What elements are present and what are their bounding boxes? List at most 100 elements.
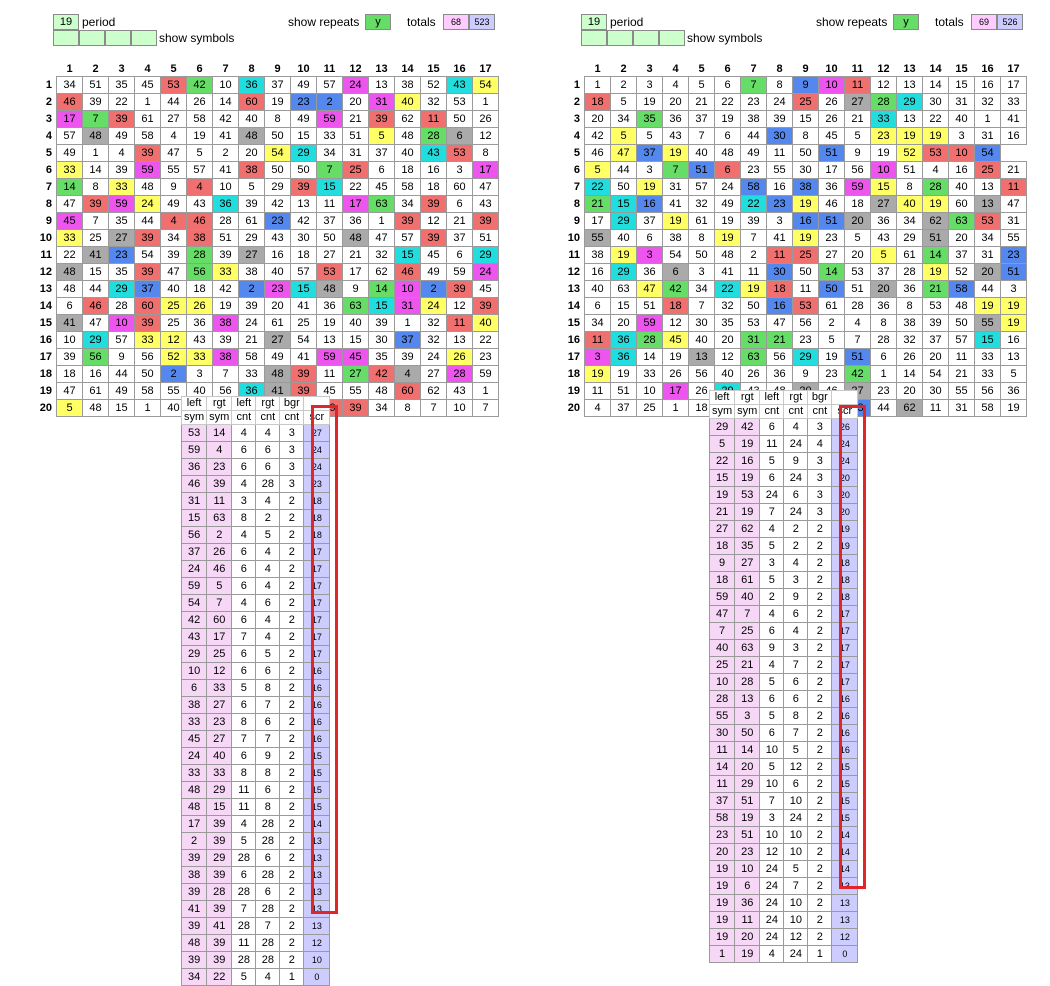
grid-cell[interactable]: 49	[108, 382, 135, 400]
grid-cell[interactable]: 39	[212, 246, 239, 264]
score-cell[interactable]: 13	[303, 832, 331, 850]
grid-cell[interactable]: 11	[766, 144, 793, 162]
score-cell[interactable]: 6	[231, 611, 257, 629]
score-cell[interactable]: 3	[231, 492, 257, 510]
grid-cell[interactable]: 56	[792, 314, 819, 332]
score-cell[interactable]: 6	[255, 849, 281, 867]
score-cell[interactable]: 2	[783, 520, 809, 538]
grid-cell[interactable]: 50	[792, 144, 819, 162]
score-cell[interactable]: 33	[206, 679, 233, 697]
grid-cell[interactable]: 62	[420, 382, 447, 400]
grid-cell[interactable]: 37	[394, 331, 421, 349]
grid-cell[interactable]: 20	[714, 331, 741, 349]
score-cell[interactable]: 3	[807, 418, 833, 436]
grid-cell[interactable]: 18	[420, 178, 447, 196]
period-value[interactable]: 19	[53, 14, 79, 30]
score-cell[interactable]: 24	[759, 860, 785, 878]
grid-cell[interactable]: 35	[108, 263, 135, 281]
grid-cell[interactable]: 39	[446, 280, 473, 298]
score-cell[interactable]: 2	[206, 526, 233, 544]
grid-cell[interactable]: 14	[82, 161, 109, 179]
score-cell[interactable]: 19	[708, 486, 736, 504]
grid-cell[interactable]: 27	[420, 365, 447, 383]
score-cell[interactable]: 26	[831, 418, 859, 436]
grid-cell[interactable]: 30	[792, 161, 819, 179]
score-cell[interactable]: 40	[708, 639, 736, 657]
score-cell[interactable]: 18	[303, 492, 331, 510]
score-cell[interactable]: 19	[734, 503, 761, 521]
score-cell[interactable]: 16	[303, 662, 331, 680]
score-cell[interactable]: 4	[231, 815, 257, 833]
score-cell[interactable]: 3	[759, 809, 785, 827]
score-cell[interactable]: 13	[831, 877, 859, 895]
grid-cell[interactable]: 47	[636, 280, 663, 298]
score-cell[interactable]: 17	[303, 594, 331, 612]
grid-cell[interactable]: 39	[160, 246, 187, 264]
grid-cell[interactable]: 3	[446, 161, 473, 179]
score-cell[interactable]: 47	[708, 605, 736, 623]
score-cell[interactable]: 24	[783, 435, 809, 453]
grid-cell[interactable]: 18	[688, 399, 715, 417]
grid-cell[interactable]: 34	[974, 229, 1001, 247]
grid-cell[interactable]: 57	[316, 76, 343, 94]
grid-cell[interactable]: 4	[662, 76, 689, 94]
grid-cell[interactable]: 33	[636, 365, 663, 383]
score-cell[interactable]: 15	[831, 775, 859, 793]
score-cell[interactable]: 24	[180, 747, 208, 765]
score-cell[interactable]: 39	[206, 900, 233, 918]
grid-cell[interactable]: 50	[446, 110, 473, 128]
grid-cell[interactable]: 15	[290, 280, 317, 298]
grid-cell[interactable]: 47	[368, 229, 395, 247]
score-cell[interactable]: 2	[807, 877, 833, 895]
score-cell[interactable]: 31	[180, 492, 208, 510]
grid-cell[interactable]: 38	[212, 348, 239, 366]
score-cell[interactable]: 3	[783, 571, 809, 589]
score-cell[interactable]: 5	[255, 526, 281, 544]
grid-cell[interactable]: 51	[1000, 263, 1027, 281]
grid-cell[interactable]: 20	[922, 348, 949, 366]
grid-cell[interactable]: 19	[740, 280, 767, 298]
grid-cell[interactable]: 11	[766, 246, 793, 264]
score-cell[interactable]: 24	[303, 458, 331, 476]
grid-cell[interactable]: 19	[610, 246, 637, 264]
grid-cell[interactable]: 32	[714, 297, 741, 315]
score-cell[interactable]: 13	[831, 894, 859, 912]
grid-cell[interactable]: 23	[818, 229, 845, 247]
score-cell[interactable]: 34	[180, 968, 208, 986]
grid-cell[interactable]: 22	[108, 93, 135, 111]
grid-cell[interactable]: 43	[870, 229, 897, 247]
score-cell[interactable]: 2	[807, 775, 833, 793]
grid-cell[interactable]: 49	[56, 144, 83, 162]
score-cell[interactable]: 7	[708, 622, 736, 640]
grid-cell[interactable]: 33	[212, 263, 239, 281]
grid-cell[interactable]: 63	[740, 348, 767, 366]
score-cell[interactable]: 15	[708, 469, 736, 487]
grid-cell[interactable]: 18	[56, 365, 83, 383]
grid-cell[interactable]: 10	[446, 399, 473, 417]
grid-cell[interactable]: 11	[584, 382, 611, 400]
score-cell[interactable]: 22	[206, 968, 233, 986]
score-cell[interactable]: 20	[734, 758, 761, 776]
grid-cell[interactable]: 27	[844, 93, 871, 111]
grid-cell[interactable]: 36	[636, 263, 663, 281]
grid-cell[interactable]: 20	[870, 280, 897, 298]
grid-cell[interactable]: 22	[342, 178, 369, 196]
score-cell[interactable]: 5	[231, 832, 257, 850]
score-cell[interactable]: 2	[807, 809, 833, 827]
score-cell[interactable]: 6	[255, 662, 281, 680]
score-cell[interactable]: 19	[708, 894, 736, 912]
score-cell[interactable]: 33	[180, 713, 208, 731]
grid-cell[interactable]: 55	[342, 382, 369, 400]
score-cell[interactable]: 17	[303, 577, 331, 595]
grid-cell[interactable]: 54	[134, 246, 161, 264]
grid-cell[interactable]: 19	[714, 110, 741, 128]
score-cell[interactable]: 56	[180, 526, 208, 544]
show-repeats-value[interactable]: y	[893, 14, 919, 30]
grid-cell[interactable]: 34	[368, 399, 395, 417]
grid-cell[interactable]: 35	[714, 314, 741, 332]
score-cell[interactable]: 24	[759, 894, 785, 912]
score-cell[interactable]: 7	[759, 503, 785, 521]
grid-cell[interactable]: 1	[368, 212, 395, 230]
grid-cell[interactable]: 19	[1000, 297, 1027, 315]
grid-cell[interactable]: 12	[472, 127, 499, 145]
